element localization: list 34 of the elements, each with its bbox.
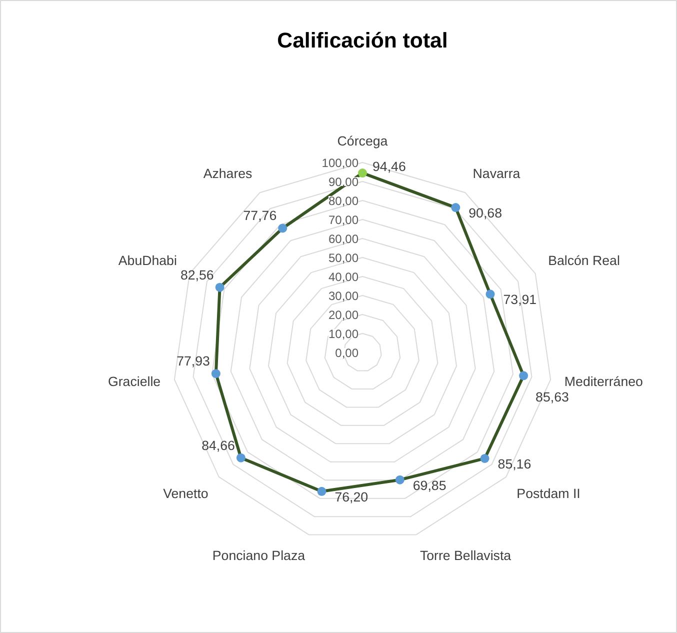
data-label: 90,68: [468, 206, 502, 221]
spoke-label: Navarra: [472, 166, 521, 181]
y-tick-label: 0,00: [335, 346, 359, 360]
y-tick-label: 20,00: [328, 308, 359, 322]
spoke-label: Córcega: [337, 134, 388, 148]
spoke-label: Azhares: [203, 166, 253, 181]
data-label: 77,93: [176, 354, 210, 369]
spoke-label: Mediterráneo: [564, 374, 643, 390]
data-label: 73,91: [503, 292, 537, 308]
y-tick-label: 10,00: [328, 327, 359, 341]
data-label: 76,20: [334, 489, 368, 504]
y-tick-label: 90,00: [328, 175, 359, 189]
data-label: 82,56: [180, 267, 214, 282]
spoke-label: Torre Bellavista: [420, 548, 512, 564]
data-label: 85,63: [536, 390, 569, 405]
y-tick-label: 50,00: [328, 251, 359, 265]
y-tick-label: 70,00: [328, 213, 359, 227]
spoke-label: AbuDhabi: [118, 252, 177, 268]
data-label: 85,16: [498, 456, 532, 472]
spoke-label: Balcón Real: [548, 252, 620, 268]
data-label: 69,85: [412, 478, 446, 493]
y-tick-label: 80,00: [328, 194, 359, 208]
y-tick-label: 40,00: [328, 270, 359, 284]
y-tick-label: 100,00: [322, 156, 359, 170]
y-tick-label: 30,00: [328, 289, 359, 303]
chart-title: Calificación total: [277, 28, 448, 52]
data-label: 77,76: [243, 208, 277, 224]
spoke-label: Gracielle: [108, 374, 161, 390]
spoke-label: Venetto: [163, 486, 208, 502]
data-label: 94,46: [372, 159, 406, 174]
spoke-label: Ponciano Plaza: [212, 548, 306, 564]
data-label: 84,66: [202, 438, 235, 453]
y-tick-label: 60,00: [328, 232, 359, 246]
spoke-label: Postdam II: [516, 486, 580, 502]
